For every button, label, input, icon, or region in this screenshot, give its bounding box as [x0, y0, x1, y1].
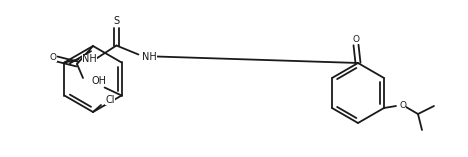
- Text: NH: NH: [82, 54, 97, 65]
- Text: O: O: [400, 101, 407, 111]
- Text: Cl: Cl: [105, 95, 115, 105]
- Text: Cl: Cl: [91, 78, 100, 89]
- Text: NH: NH: [142, 52, 157, 62]
- Text: OH: OH: [91, 76, 106, 86]
- Text: O: O: [50, 52, 57, 62]
- Text: O: O: [352, 35, 359, 43]
- Text: S: S: [113, 16, 119, 25]
